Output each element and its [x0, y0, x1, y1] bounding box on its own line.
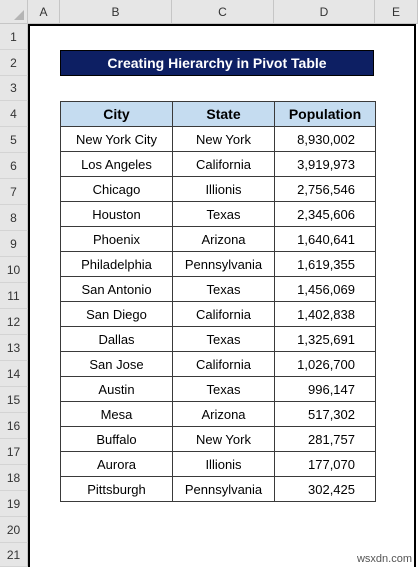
cell-state[interactable]: Texas: [172, 376, 275, 402]
table-row: Phoenix Arizona 1,640,641: [60, 226, 376, 252]
column-header-a[interactable]: A: [28, 0, 60, 24]
row-header[interactable]: 9: [0, 231, 28, 257]
row-header[interactable]: 15: [0, 387, 28, 413]
cell-city[interactable]: San Diego: [60, 301, 173, 327]
cell-state[interactable]: New York: [172, 426, 275, 452]
column-header-c[interactable]: C: [172, 0, 274, 24]
cell-population[interactable]: 1,456,069: [274, 276, 376, 302]
select-all-corner[interactable]: [0, 0, 28, 24]
row-header[interactable]: 3: [0, 76, 28, 101]
cell-population[interactable]: 1,402,838: [274, 301, 376, 327]
table-row: Austin Texas 996,147: [60, 376, 376, 402]
cell-state[interactable]: California: [172, 151, 275, 177]
cell-population[interactable]: 177,070: [274, 451, 376, 477]
row-header[interactable]: 4: [0, 101, 28, 127]
cell-state[interactable]: Pennsylvania: [172, 251, 275, 277]
row-header[interactable]: 8: [0, 205, 28, 231]
row-header[interactable]: 1: [0, 24, 28, 50]
cell-city[interactable]: Dallas: [60, 326, 173, 352]
cell-city[interactable]: San Antonio: [60, 276, 173, 302]
row-header[interactable]: 11: [0, 283, 28, 309]
cell-city[interactable]: Aurora: [60, 451, 173, 477]
row-header[interactable]: 12: [0, 309, 28, 335]
table-row: Mesa Arizona 517,302: [60, 401, 376, 427]
cell-population[interactable]: 1,026,700: [274, 351, 376, 377]
table-header-row: City State Population: [60, 101, 376, 127]
row-header[interactable]: 5: [0, 127, 28, 153]
header-state[interactable]: State: [172, 101, 275, 127]
cell-state[interactable]: Illionis: [172, 451, 275, 477]
row-header[interactable]: 20: [0, 517, 28, 543]
table-row: Buffalo New York 281,757: [60, 426, 376, 452]
cell-state[interactable]: Texas: [172, 276, 275, 302]
row-header[interactable]: 7: [0, 179, 28, 205]
cell-population[interactable]: 8,930,002: [274, 126, 376, 152]
header-city[interactable]: City: [60, 101, 173, 127]
cell-state[interactable]: New York: [172, 126, 275, 152]
table-row: San Antonio Texas 1,456,069: [60, 276, 376, 302]
row-header[interactable]: 14: [0, 361, 28, 387]
table-row: Chicago Illionis 2,756,546: [60, 176, 376, 202]
cell-city[interactable]: Los Angeles: [60, 151, 173, 177]
cell-city[interactable]: Austin: [60, 376, 173, 402]
table-row: Pittsburgh Pennsylvania 302,425: [60, 476, 376, 502]
table-row: San Diego California 1,402,838: [60, 301, 376, 327]
watermark: wsxdn.com: [356, 553, 412, 565]
cell-state[interactable]: California: [172, 351, 275, 377]
cell-population[interactable]: 2,345,606: [274, 201, 376, 227]
table-row: New York City New York 8,930,002: [60, 126, 376, 152]
column-header-b[interactable]: B: [60, 0, 172, 24]
population-table: City State Population New York City New Y…: [60, 101, 376, 502]
table-row: Los Angeles California 3,919,973: [60, 151, 376, 177]
cell-city[interactable]: Houston: [60, 201, 173, 227]
row-header[interactable]: 16: [0, 413, 28, 439]
row-header[interactable]: 6: [0, 153, 28, 179]
header-population[interactable]: Population: [274, 101, 376, 127]
row-header[interactable]: 18: [0, 465, 28, 491]
cell-population[interactable]: 281,757: [274, 426, 376, 452]
row-header[interactable]: 21: [0, 543, 28, 567]
sheet-title[interactable]: Creating Hierarchy in Pivot Table: [60, 50, 374, 76]
table-row: Philadelphia Pennsylvania 1,619,355: [60, 251, 376, 277]
cell-city[interactable]: Pittsburgh: [60, 476, 173, 502]
column-header-e[interactable]: E: [375, 0, 418, 24]
column-header-d[interactable]: D: [274, 0, 375, 24]
cell-population[interactable]: 302,425: [274, 476, 376, 502]
row-header[interactable]: 13: [0, 335, 28, 361]
cell-state[interactable]: California: [172, 301, 275, 327]
cell-state[interactable]: Arizona: [172, 226, 275, 252]
table-row: Houston Texas 2,345,606: [60, 201, 376, 227]
cell-city[interactable]: San Jose: [60, 351, 173, 377]
row-header[interactable]: 19: [0, 491, 28, 517]
table-row: Dallas Texas 1,325,691: [60, 326, 376, 352]
cell-city[interactable]: Phoenix: [60, 226, 173, 252]
select-all-triangle-icon: [14, 10, 24, 20]
cell-state[interactable]: Illionis: [172, 176, 275, 202]
cell-state[interactable]: Arizona: [172, 401, 275, 427]
row-header[interactable]: 17: [0, 439, 28, 465]
row-header[interactable]: 2: [0, 50, 28, 76]
cell-city[interactable]: New York City: [60, 126, 173, 152]
cell-population[interactable]: 2,756,546: [274, 176, 376, 202]
cell-population[interactable]: 517,302: [274, 401, 376, 427]
cell-population[interactable]: 996,147: [274, 376, 376, 402]
cell-population[interactable]: 1,619,355: [274, 251, 376, 277]
cell-state[interactable]: Texas: [172, 326, 275, 352]
cell-city[interactable]: Buffalo: [60, 426, 173, 452]
cell-population[interactable]: 1,640,641: [274, 226, 376, 252]
cell-city[interactable]: Chicago: [60, 176, 173, 202]
row-header[interactable]: 10: [0, 257, 28, 283]
cell-population[interactable]: 3,919,973: [274, 151, 376, 177]
table-row: San Jose California 1,026,700: [60, 351, 376, 377]
cell-population[interactable]: 1,325,691: [274, 326, 376, 352]
cell-city[interactable]: Mesa: [60, 401, 173, 427]
cell-state[interactable]: Pennsylvania: [172, 476, 275, 502]
cell-city[interactable]: Philadelphia: [60, 251, 173, 277]
cell-state[interactable]: Texas: [172, 201, 275, 227]
table-row: Aurora Illionis 177,070: [60, 451, 376, 477]
